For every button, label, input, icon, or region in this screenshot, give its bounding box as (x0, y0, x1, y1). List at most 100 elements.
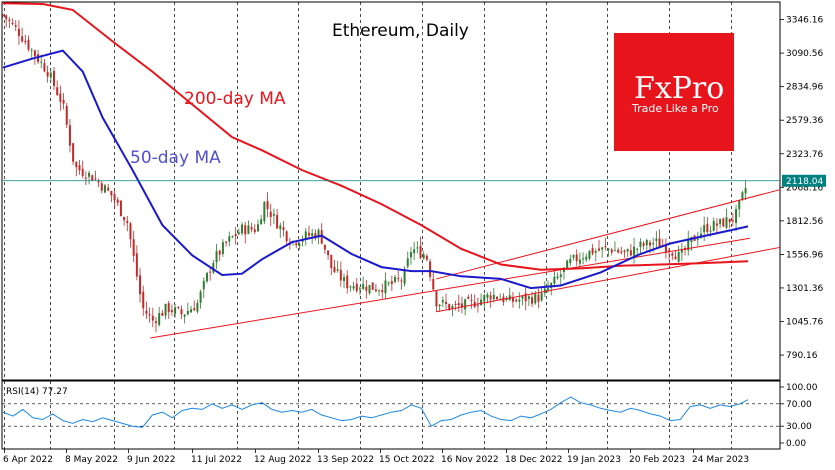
candle-body (668, 250, 671, 252)
candle-body (14, 25, 17, 27)
candle-body (311, 233, 314, 236)
rsi-panel-frame (1, 380, 781, 450)
candle-body (553, 276, 556, 284)
candle-body (298, 243, 301, 247)
rsi-tick-label: 100.00 (786, 383, 818, 393)
last-price-tag-text: 2118.04 (786, 177, 823, 187)
last-price-tag: 2118.04 (782, 174, 826, 187)
candle-body (62, 99, 65, 104)
candle-body (123, 216, 126, 221)
candle-body (193, 308, 196, 311)
candle-body (441, 300, 444, 303)
ma-50-line (2, 49, 749, 290)
candle-body (46, 71, 49, 77)
candle-body (607, 248, 610, 250)
candle-body (703, 225, 706, 233)
candle-body (687, 239, 690, 251)
candle-body (371, 282, 374, 290)
candle-body (722, 218, 725, 227)
price-tick-label: 3346.16 (786, 16, 823, 26)
candle-body (234, 233, 237, 237)
date-tick-label: 16 Nov 2022 (441, 455, 499, 465)
channel-lines (150, 189, 780, 339)
candle-body (250, 227, 253, 230)
candle-body (186, 310, 189, 315)
candle-body (260, 219, 263, 225)
candle-body (486, 294, 489, 298)
candle-body (610, 249, 613, 253)
candle-body (706, 223, 709, 233)
candle-body (738, 200, 741, 210)
candle-body (225, 241, 228, 243)
candle-body (327, 250, 330, 256)
candle-body (547, 288, 550, 291)
date-tick-label: 9 Jun 2022 (127, 455, 175, 465)
candle-body (438, 304, 441, 307)
candle-body (518, 299, 521, 302)
candle-body (52, 70, 55, 86)
candle-body (307, 232, 310, 236)
rsi-tick-label: 70.00 (786, 400, 812, 410)
candle-body (394, 277, 397, 282)
candle-body (320, 230, 323, 244)
logo-background (614, 33, 734, 151)
candle-body (409, 252, 412, 258)
candle-body (8, 19, 11, 21)
candle-body (582, 258, 585, 260)
candle-body (75, 162, 78, 168)
candle-body (445, 301, 448, 304)
candle-body (17, 28, 20, 37)
candle-body (591, 248, 594, 254)
logo-text: FxPro (634, 71, 724, 106)
candle-body (272, 213, 275, 216)
candle-body (483, 295, 486, 302)
candle-body (674, 256, 677, 260)
candle-body (333, 266, 336, 273)
candle-body (343, 277, 346, 281)
candle-body (460, 303, 463, 307)
candle-body (218, 250, 221, 255)
candle-body (126, 220, 129, 223)
candle-body (534, 293, 537, 304)
candle-body (177, 306, 180, 308)
candle-body (378, 290, 381, 292)
candle-body (228, 236, 231, 242)
price-tick-label: 1045.76 (786, 317, 823, 327)
candle-body (671, 253, 674, 256)
candle-body (110, 190, 113, 196)
candle-body (24, 40, 27, 43)
candle-body (454, 304, 457, 306)
date-tick-label: 8 May 2022 (65, 455, 118, 465)
candle-body (480, 299, 483, 306)
candle-body (712, 220, 715, 231)
candle-body (27, 39, 30, 50)
candle-body (677, 251, 680, 262)
candle-body (68, 125, 71, 146)
candle-body (269, 211, 272, 218)
candle-body (626, 248, 629, 252)
candle-body (100, 183, 103, 191)
candle-body (419, 245, 422, 259)
candle-body (107, 187, 110, 191)
candle-body (180, 309, 183, 315)
candle-body (317, 229, 320, 238)
candle-body (585, 256, 588, 260)
price-tick-label: 3090.56 (786, 49, 823, 59)
candle-body (467, 296, 470, 299)
rsi-title: RSI(14) 77.27 (6, 387, 68, 397)
candle-body (658, 238, 661, 248)
candle-body (314, 233, 317, 239)
candle-body (715, 223, 718, 226)
candle-body (116, 199, 119, 203)
candle-body (154, 321, 157, 324)
candle-body (633, 246, 636, 256)
candle-body (94, 178, 97, 180)
candle-body (735, 209, 738, 223)
rsi-tick-label: 0.00 (786, 439, 806, 449)
candle-body (381, 290, 384, 293)
date-axis: 6 Apr 2022 8 May 2022 9 Jun 2022 11 Jul 202… (3, 449, 749, 465)
candle-body (349, 286, 352, 288)
candle-body (336, 269, 339, 271)
candle-body (741, 192, 744, 199)
candle-body (648, 242, 651, 246)
